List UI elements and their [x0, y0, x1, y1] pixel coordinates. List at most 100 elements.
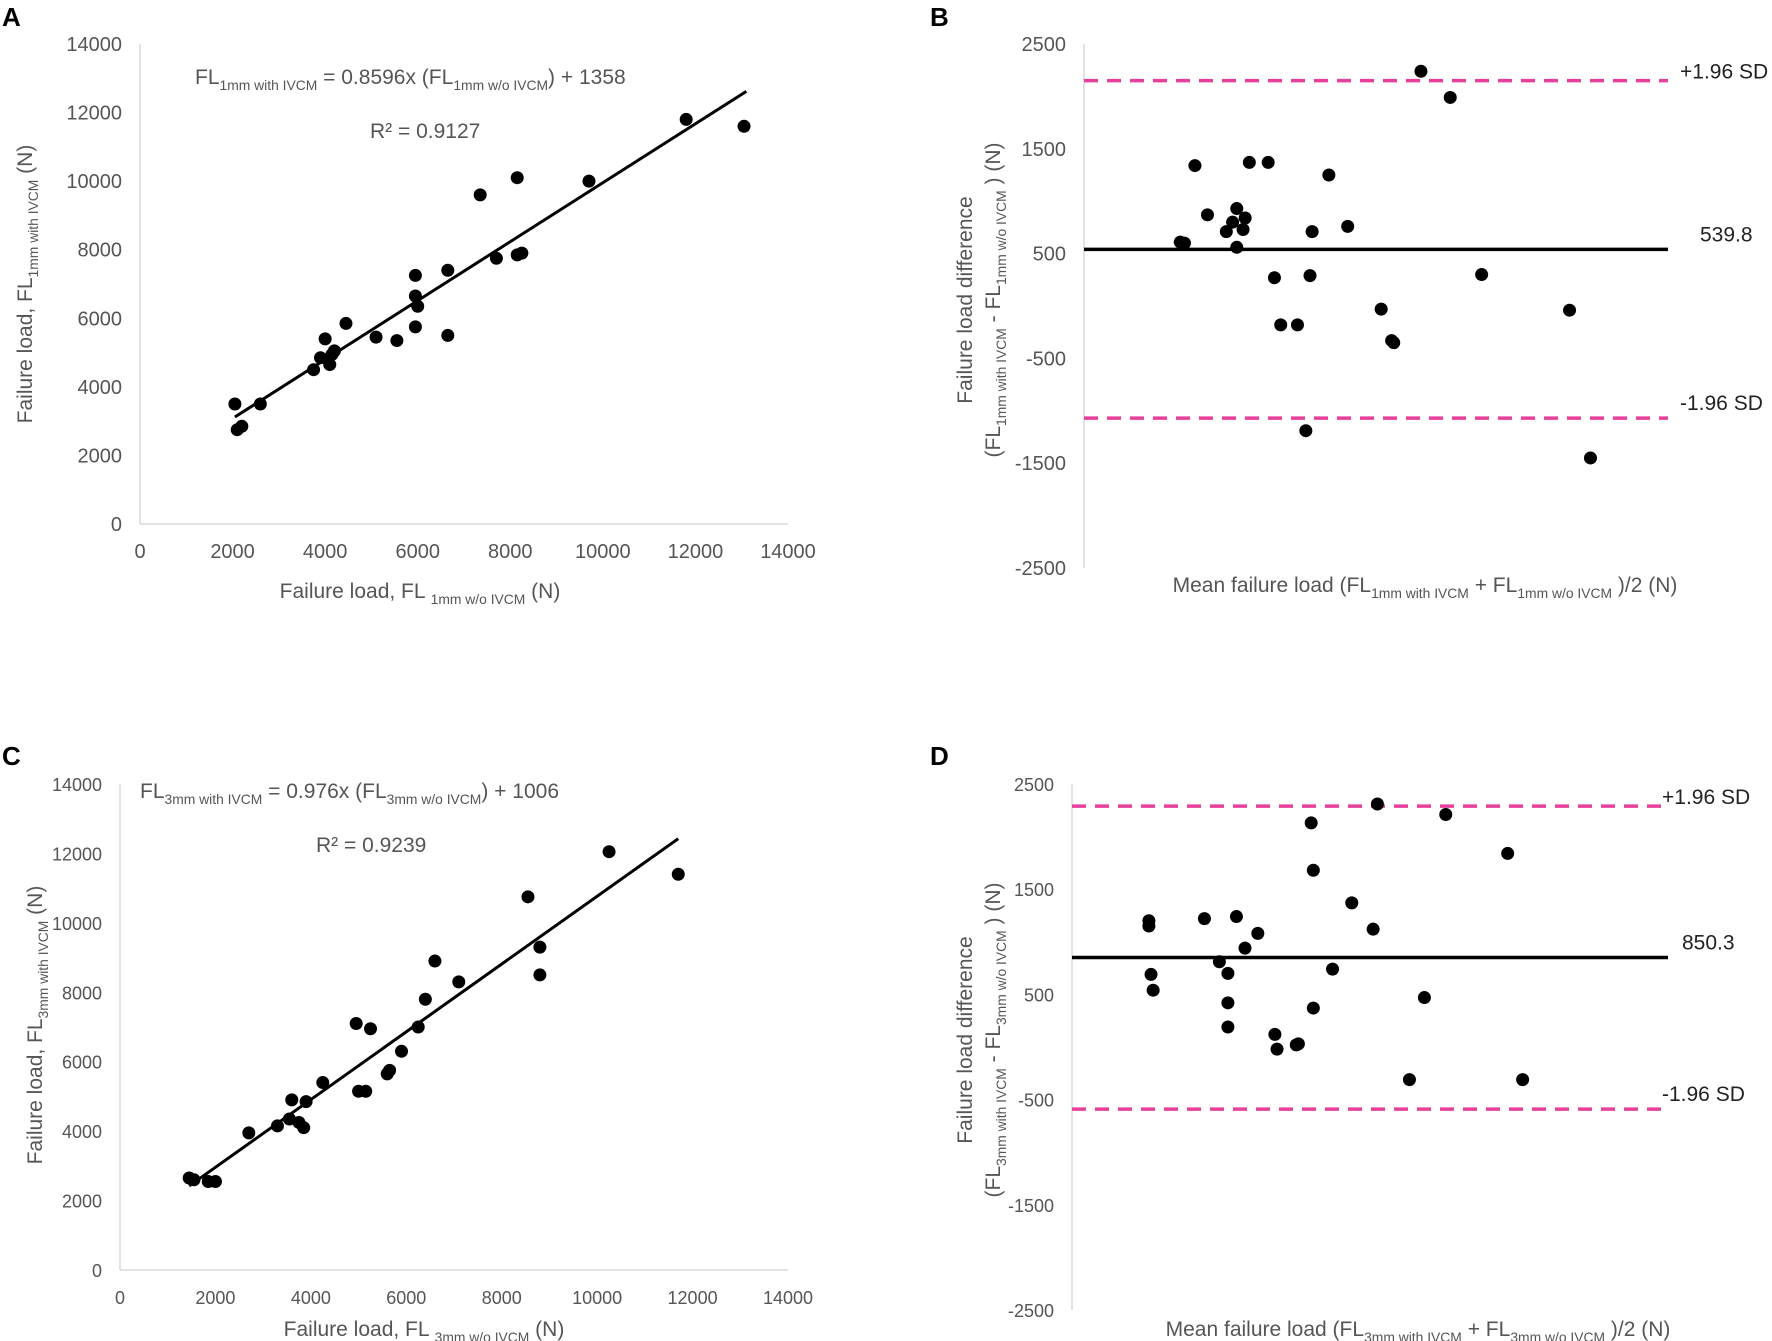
panel-d-bland-altman: 2500 1500 500 -500 -1500 -2500 +1.96 SD -1.96 S… [954, 775, 1750, 1341]
panel-b-bland-altman: 2500 1500 500 -500 -1500 -2500 +1.96 SD -1.96 S… [954, 34, 1768, 601]
upper-sd-label: +1.96 SD [1680, 61, 1768, 84]
data-point [327, 344, 341, 358]
data-point [1142, 919, 1156, 933]
data-point [307, 363, 321, 377]
r-squared-label: R² = 0.9127 [370, 120, 480, 143]
data-point [1221, 996, 1235, 1010]
x-axis-label: Mean failure load (FL1mm with IVCM + FL1… [1173, 574, 1678, 601]
data-point [408, 289, 422, 303]
data-point [510, 171, 524, 185]
x-tick-label: 2000 [195, 1288, 235, 1308]
x-tick-label: 6000 [386, 1288, 426, 1308]
x-tick-label: 4000 [291, 1288, 331, 1308]
data-point [737, 119, 751, 133]
y-tick-label: -2500 [1015, 558, 1066, 580]
data-point [1221, 966, 1235, 980]
data-point [1475, 268, 1489, 282]
data-point [533, 968, 547, 982]
data-point [1366, 922, 1380, 936]
x-tick-label: 10000 [575, 541, 631, 563]
x-tick-label: 10000 [572, 1288, 622, 1308]
data-point [228, 397, 242, 411]
x-tick-label: 0 [115, 1288, 125, 1308]
y-tick-label: 0 [111, 514, 122, 536]
data-point [1236, 222, 1250, 236]
data-point [1268, 1027, 1282, 1041]
lower-sd-label: -1.96 SD [1662, 1083, 1745, 1106]
panel-letter-d: D [930, 741, 949, 771]
x-axis-label: Failure load, FL 1mm w/o IVCM (N) [280, 580, 561, 607]
y-tick-label: 4000 [78, 377, 123, 399]
mean-line-label: 539.8 [1700, 223, 1753, 246]
data-point [208, 1174, 222, 1188]
data-point [1188, 159, 1202, 173]
data-point [1270, 1042, 1284, 1056]
y-axis-label-line2: (FL1mm with IVCM - FL1mm w/o IVCM ) (N) [982, 142, 1009, 457]
x-tick-label: 8000 [488, 541, 533, 563]
x-axis-label: Failure load, FL 3mm w/o IVCM (N) [284, 1318, 565, 1341]
data-point [1563, 303, 1577, 317]
x-tick-label: 2000 [210, 541, 255, 563]
y-tick-label: 8000 [62, 983, 102, 1003]
y-tick-label: -500 [1018, 1091, 1054, 1111]
x-tick-label: 12000 [668, 541, 724, 563]
data-point [1229, 910, 1243, 924]
y-axis-label-line1: Failure load difference [954, 196, 977, 403]
data-point [1583, 451, 1597, 465]
data-point [1299, 424, 1313, 438]
data-point [1290, 318, 1304, 332]
y-tick-label: 14000 [66, 34, 122, 56]
data-point [602, 845, 616, 859]
data-point [1439, 808, 1453, 822]
data-point [411, 299, 425, 313]
data-point [1341, 219, 1355, 233]
y-tick-label: 4000 [62, 1122, 102, 1142]
data-point [1230, 202, 1244, 216]
data-point [364, 1022, 377, 1036]
x-tick-label: 14000 [760, 541, 816, 563]
regression-equation: FL1mm with IVCM = 0.8596x (FL1mm w/o IVC… [195, 66, 626, 93]
data-point [1197, 912, 1211, 926]
y-tick-label: 10000 [52, 914, 102, 934]
y-tick-label: 6000 [62, 1053, 102, 1073]
data-point [1326, 962, 1340, 976]
y-tick-label: 10000 [66, 171, 122, 193]
data-point [1238, 941, 1252, 955]
data-point [679, 112, 693, 126]
data-point [1238, 211, 1252, 225]
data-point [1177, 236, 1191, 250]
data-point [187, 1173, 201, 1187]
y-tick-label: -1500 [1008, 1196, 1054, 1216]
data-point [515, 246, 529, 260]
data-point [242, 1126, 256, 1140]
data-point [582, 174, 596, 188]
data-point [418, 992, 432, 1006]
data-point [1267, 271, 1281, 285]
data-point [428, 954, 442, 968]
data-point [359, 1084, 373, 1098]
panel-a-scatter: 0 2000 4000 6000 8000 10000 12000 14000 0 2000 400… [14, 34, 816, 607]
panel-letter-b: B [930, 2, 949, 32]
data-point [441, 328, 455, 342]
y-tick-label: 14000 [52, 775, 102, 795]
y-axis-label-line2: (FL3mm with IVCM - FL3mm w/o IVCM ) (N) [982, 882, 1009, 1197]
data-point [521, 890, 535, 904]
data-point [1322, 168, 1336, 182]
data-point [297, 1121, 311, 1135]
data-point [1417, 991, 1431, 1005]
data-point [1212, 955, 1226, 969]
x-tick-label: 8000 [482, 1288, 522, 1308]
y-tick-label: 0 [92, 1261, 102, 1281]
y-tick-label: 2000 [62, 1192, 102, 1212]
data-point [383, 1063, 397, 1077]
data-point [1200, 208, 1214, 222]
upper-sd-label: +1.96 SD [1662, 786, 1750, 809]
data-point [1306, 1001, 1320, 1015]
regression-equation: FL3mm with IVCM = 0.976x (FL3mm w/o IVCM… [140, 780, 559, 807]
data-point [316, 1076, 330, 1090]
data-point [1144, 967, 1158, 981]
y-tick-label: 12000 [66, 103, 122, 125]
data-point [1345, 896, 1359, 910]
r-squared-label: R² = 0.9239 [316, 834, 426, 857]
data-point [1251, 926, 1265, 940]
